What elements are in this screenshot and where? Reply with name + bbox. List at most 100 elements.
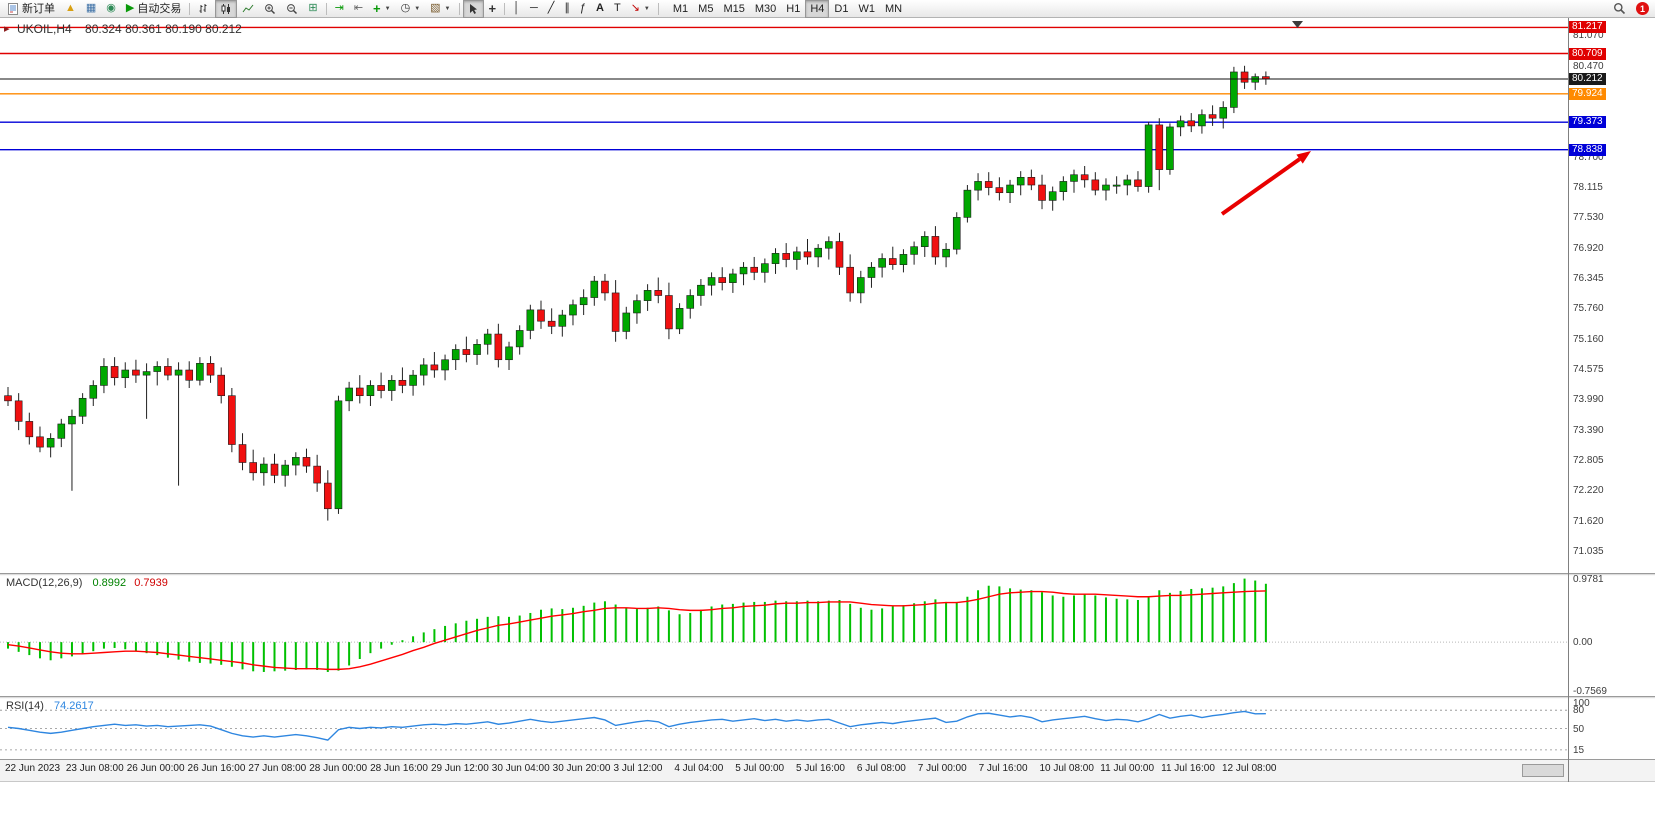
chart-shift-button[interactable]: ⇤ [349,0,368,18]
timeframe-button-m5[interactable]: M5 [698,2,714,15]
time-axis-label[interactable]: 7 Jul 16:00 [978,763,1028,774]
trendline-tool-button[interactable]: ╱ [543,0,560,18]
price-axis-label[interactable]: 72.805 [1573,454,1604,466]
timeframe-button-d1[interactable]: D1 [834,2,849,15]
price-axis-label[interactable]: 77.530 [1573,211,1604,223]
toolbar-right-group: 1 [1608,0,1653,18]
time-axis-label[interactable]: 5 Jul 00:00 [735,763,785,774]
candlestick-chart-icon [221,3,231,14]
crosshair-tool-button[interactable]: + [484,0,502,18]
search-button[interactable] [1608,0,1631,18]
price-axis-label[interactable]: 76.345 [1573,272,1604,284]
notification-badge[interactable]: 1 [1636,2,1649,15]
scrollbar-thumb[interactable] [1522,764,1564,777]
time-axis-label[interactable]: 12 Jul 08:00 [1222,763,1277,774]
price-line-badge: 79.373 [1569,116,1606,129]
arrow-annotation[interactable] [1220,157,1301,216]
templates-button[interactable]: ▧ ▼ [425,0,455,18]
timeframe-button-mn[interactable]: MN [884,2,903,15]
time-axis-label[interactable]: 10 Jul 08:00 [1039,763,1094,774]
symbol-name: UKOIL,H4 [17,22,72,36]
price-axis-label[interactable]: 75.760 [1573,302,1604,314]
time-axis-label[interactable]: 28 Jun 16:00 [370,763,428,774]
price-axis-label[interactable]: 78.115 [1573,181,1603,193]
time-axis-label[interactable]: 27 Jun 08:00 [248,763,307,774]
price-axis-label[interactable]: 81.070 [1573,29,1604,41]
bar-chart-type-button[interactable] [193,0,215,18]
time-axis-label[interactable]: 4 Jul 04:00 [674,763,724,774]
price-axis-label[interactable]: 80.470 [1573,60,1604,72]
price-axis-label[interactable]: 73.390 [1573,424,1604,436]
time-axis-label[interactable]: 28 Jun 00:00 [309,763,368,774]
time-axis-label[interactable]: 30 Jun 20:00 [552,763,611,774]
price-axis-label[interactable]: 75.160 [1573,333,1604,345]
auto-scroll-button[interactable]: ⇥ [330,0,349,18]
macd-histogram [7,578,1267,672]
template-icon: ▧ [430,2,441,14]
time-axis-label[interactable]: 26 Jun 16:00 [187,763,246,774]
price-chart-canvas[interactable] [0,18,1655,825]
chart-shift-icon: ⇤ [353,2,364,14]
price-axis-label[interactable]: 71.620 [1573,515,1604,527]
time-axis-label[interactable]: 6 Jul 08:00 [856,763,906,774]
timeframe-button-m30[interactable]: M30 [754,2,777,15]
time-axis-label[interactable]: 11 Jul 16:00 [1161,763,1215,774]
candlestick-chart-type-button[interactable] [215,0,238,18]
time-axis-label[interactable]: 29 Jun 12:00 [430,763,489,774]
symbol-ohlc-label: UKOIL,H4 80.324 80.361 80.190 80.212 [17,22,242,36]
line-chart-type-button[interactable] [237,0,259,18]
indicators-button[interactable]: + ▼ [368,0,396,18]
macd-scale-label: -0.7569 [1573,686,1607,698]
vertical-line-tool-button[interactable]: │ [508,0,525,18]
search-icon [1614,3,1626,15]
time-axis-label[interactable]: 30 Jun 04:00 [491,763,550,774]
periods-button[interactable]: ◷ ▼ [396,0,426,18]
macd-signal-line [7,590,1266,671]
metaeditor-button[interactable]: ▲ [60,0,81,18]
arrows-tool-button[interactable]: ↘ ▼ [626,0,655,18]
price-axis-label[interactable]: 72.220 [1573,484,1604,496]
cursor-tool-button[interactable] [462,0,484,18]
zoom-in-button[interactable] [259,0,281,18]
strategy-tester-button[interactable]: ◉ [101,0,121,18]
timeframe-button-m15[interactable]: M15 [723,2,745,15]
price-axis-label[interactable]: 73.990 [1573,393,1604,405]
rsi-scale-label: 80 [1573,705,1585,717]
vertical-line-icon: │ [513,2,520,14]
time-axis-strip[interactable] [0,760,1655,782]
time-axis-label[interactable]: 3 Jul 12:00 [613,763,663,774]
label-tool-button[interactable]: T [609,0,626,18]
price-axis-label[interactable]: 74.575 [1573,363,1604,375]
horizontal-line-icon: ─ [529,2,538,14]
data-window-button[interactable]: ▦ [81,0,101,18]
one-click-trading-toggle[interactable]: ▸ [4,23,10,35]
line-chart-icon [242,4,254,12]
fibonacci-tool-button[interactable]: ƒ [575,0,591,18]
tile-windows-button[interactable]: ⊞ [303,0,322,18]
ohlc-values: 80.324 80.361 80.190 80.212 [85,22,242,36]
price-line-badge: 79.924 [1569,87,1606,100]
timeframe-button-h1[interactable]: H1 [786,2,801,15]
horizontal-line-tool-button[interactable]: ─ [525,0,543,18]
cursor-icon [469,3,477,14]
time-axis-label[interactable]: 7 Jul 00:00 [917,763,967,774]
timeframe-button-m1[interactable]: M1 [672,2,689,15]
price-axis-label[interactable]: 76.920 [1573,243,1604,255]
text-tool-button[interactable]: A [591,0,609,18]
time-axis-label[interactable]: 5 Jul 16:00 [796,763,845,774]
time-axis-label[interactable]: 23 Jun 08:00 [65,763,124,774]
channel-tool-button[interactable]: ∥ [559,0,575,18]
price-axis-label[interactable]: 78.700 [1573,151,1604,163]
autotrading-button[interactable]: ▶ 自动交易 [121,0,186,18]
timeframe-button-h4[interactable]: H4 [805,0,830,18]
timeframe-button-w1[interactable]: W1 [858,2,875,15]
time-axis-label[interactable]: 11 Jul 00:00 [1100,763,1155,774]
chart-shift-marker[interactable] [1292,21,1303,28]
price-axis-label[interactable]: 71.035 [1573,545,1604,557]
time-axis-label[interactable]: 26 Jun 00:00 [126,763,185,774]
time-axis-label[interactable]: 22 Jun 2023 [5,763,61,774]
new-order-icon [8,2,18,15]
new-order-button[interactable]: 新订单 [2,0,60,18]
autotrading-icon: ▶ [125,2,135,14]
zoom-out-button[interactable] [281,0,303,18]
